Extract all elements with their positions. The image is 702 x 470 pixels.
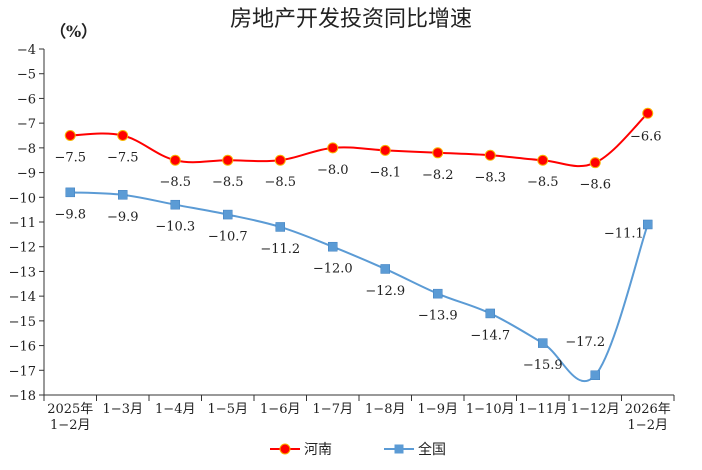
data-label-national: −10.7: [208, 230, 248, 245]
x-tick-label: 1−4月: [155, 402, 195, 417]
x-tick-label: 2026年 1−2月: [625, 402, 671, 433]
data-point-national: [590, 370, 600, 380]
x-ticks: 2025年 1−2月 1−3月 1−4月 1−5月 1−6月 1−7月 1−8月 1−9月 1−1…: [43, 395, 675, 433]
data-label-national: −9.8: [54, 207, 86, 222]
legend-marker-henan: [279, 443, 291, 455]
data-label-henan: −8.5: [159, 175, 191, 190]
x-tick-label: 1−3月: [103, 402, 143, 417]
legend-label-henan: 河南: [304, 442, 332, 458]
data-label-national: −14.7: [470, 328, 510, 343]
data-point-national: [223, 209, 233, 220]
data-label-henan: −8.3: [474, 170, 506, 185]
data-label-national: −11.1: [604, 226, 644, 241]
data-point-national: [170, 199, 180, 210]
data-point-henan: [117, 130, 129, 141]
x-tick-label: 1−10月: [466, 402, 515, 417]
data-point-national: [65, 187, 75, 198]
y-tick-label: −9: [17, 167, 36, 182]
data-point-henan: [169, 154, 181, 166]
data-point-national: [643, 219, 653, 230]
data-label-national: −9.9: [107, 210, 139, 225]
data-point-national: [328, 241, 338, 252]
legend: 河南 全国: [270, 441, 446, 458]
data-label-henan: −8.5: [264, 175, 296, 190]
y-tick-label: −4: [17, 43, 36, 58]
data-label-henan: −8.6: [579, 178, 611, 193]
x-tick-label: 1−8月: [365, 402, 405, 417]
legend-label-national: 全国: [418, 441, 446, 458]
data-point-henan: [537, 154, 549, 166]
x-tick-label: 1−12月: [571, 402, 620, 417]
y-tick-label: −6: [17, 92, 36, 107]
data-point-henan: [327, 142, 339, 154]
y-tick-label: −16: [9, 340, 36, 355]
y-tick-label: −18: [9, 389, 36, 404]
data-label-henan: −6.6: [630, 129, 662, 144]
data-label-national: −12.0: [313, 262, 353, 277]
y-tick-label: −15: [9, 315, 36, 330]
data-label-henan: −8.5: [527, 175, 559, 190]
data-label-national: −13.9: [418, 309, 458, 324]
x-tick-label: 1−9月: [418, 402, 458, 417]
data-label-henan: −7.5: [107, 151, 139, 166]
data-label-national: −15.9: [523, 358, 563, 373]
y-tick-label: −5: [17, 68, 36, 83]
data-point-henan: [589, 157, 601, 169]
data-label-national: −10.3: [155, 220, 195, 235]
y-ticks: −4 −5 −6 −7 −8 −9 −10 −11 −12 −13 −14 −15 −16 −17 −18: [9, 43, 44, 404]
data-point-henan: [64, 130, 76, 141]
y-tick-label: −8: [17, 142, 36, 157]
y-tick-label: −11: [9, 216, 36, 231]
legend-marker-national: [394, 444, 404, 454]
data-point-henan: [222, 154, 234, 166]
x-tick-label: 2025年 1−2月: [47, 402, 93, 433]
y-tick-label: −10: [9, 191, 36, 206]
y-tick-label: −13: [9, 265, 36, 280]
data-point-henan: [274, 154, 286, 166]
data-point-henan: [432, 147, 444, 159]
y-unit-label: （%）: [50, 22, 97, 41]
data-point-national: [275, 222, 285, 232]
data-labels: −7.5 −7.5 −8.5 −8.5 −8.5 −8.0 −8.1 −8.2 −8.3 −8.5…: [54, 129, 661, 373]
data-point-henan: [379, 144, 391, 156]
data-label-henan: −8.2: [422, 168, 454, 183]
data-label-national: −17.2: [565, 335, 605, 350]
data-point-national: [485, 308, 495, 319]
x-tick-label: 1−11月: [518, 402, 567, 417]
data-point-henan: [642, 107, 654, 119]
data-point-national: [538, 338, 548, 348]
x-tick-label: 1−6月: [260, 402, 300, 417]
data-point-henan: [484, 149, 496, 161]
data-point-national: [433, 288, 443, 299]
data-label-henan: −8.1: [369, 165, 401, 180]
data-point-national: [118, 190, 128, 200]
y-tick-label: −7: [17, 117, 36, 132]
data-point-national: [380, 264, 390, 274]
data-label-national: −11.2: [260, 242, 300, 257]
series-layer: [64, 107, 654, 383]
data-label-henan: −8.5: [212, 175, 244, 190]
data-label-henan: −7.5: [54, 151, 86, 166]
y-tick-label: −17: [9, 364, 36, 379]
y-tick-label: −12: [9, 241, 36, 256]
data-label-national: −12.9: [365, 284, 405, 299]
series-line-henan: [70, 112, 649, 168]
x-tick-label: 1−5月: [208, 402, 248, 417]
y-tick-label: −14: [9, 290, 36, 305]
x-tick-label: 1−7月: [313, 402, 353, 417]
chart-title: 房地产开发投资同比增速: [230, 7, 472, 32]
data-label-henan: −8.0: [317, 163, 349, 178]
